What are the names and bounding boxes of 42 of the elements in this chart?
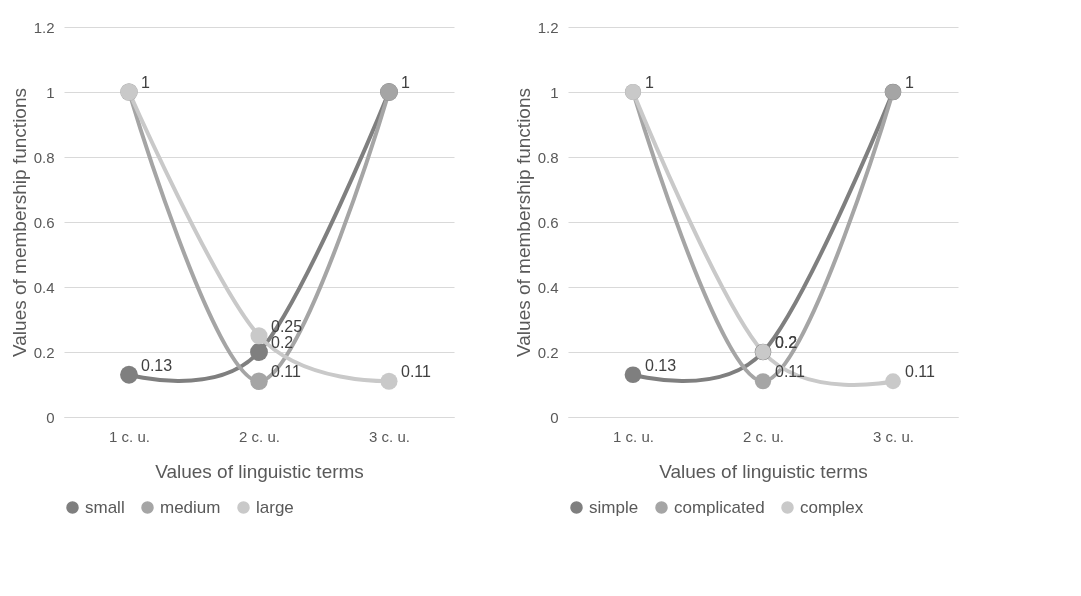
y-tick-label: 0	[46, 408, 55, 426]
y-tick-label: 1.2	[537, 18, 559, 36]
y-tick-label: 0.2	[33, 343, 55, 361]
legend-label: medium	[160, 497, 221, 517]
x-tick-label: 1 c. u.	[613, 427, 654, 445]
y-tick-label: 1.2	[33, 18, 55, 36]
y-tick-label: 1	[46, 83, 55, 101]
data-label: 0.2	[271, 334, 294, 351]
y-axis-title: Values of membership functions	[8, 88, 30, 357]
y-tick-label: 0.6	[537, 213, 559, 231]
data-label: 0.11	[905, 363, 936, 381]
data-label: 0.11	[401, 363, 432, 381]
x-tick-label: 2 c. u.	[743, 427, 784, 445]
y-axis-title: Values of membership functions	[512, 88, 534, 357]
y-tick-label: 0.2	[537, 343, 559, 361]
y-tick-label: 0.8	[537, 148, 559, 166]
data-label: 0.11	[271, 363, 302, 381]
x-tick-label: 2 c. u.	[239, 427, 280, 445]
x-tick-label: 3 c. u.	[873, 427, 914, 445]
legend-label: large	[256, 497, 294, 517]
legend-label: small	[85, 497, 125, 517]
legend-label: complex	[800, 497, 864, 517]
y-tick-label: 0.8	[33, 148, 55, 166]
x-tick-label: 1 c. u.	[109, 427, 150, 445]
y-tick-label: 0	[550, 408, 559, 426]
data-label: 1	[141, 74, 150, 91]
legend-label: complicated	[674, 497, 765, 517]
y-tick-label: 0.4	[537, 278, 559, 296]
x-axis-title: Values of linguistic terms	[155, 460, 364, 482]
data-label: 0.11	[775, 363, 806, 381]
data-label: 1	[905, 74, 914, 91]
data-label: 1	[645, 74, 654, 91]
data-label: 1	[401, 74, 410, 91]
legend-label: simple	[589, 497, 639, 517]
y-tick-label: 1	[550, 83, 559, 101]
y-tick-label: 0.4	[33, 278, 55, 296]
x-tick-label: 3 c. u.	[369, 427, 410, 445]
x-axis-title: Values of linguistic terms	[659, 460, 868, 482]
data-label: 0.13	[645, 356, 677, 374]
data-label: 0.2	[775, 334, 798, 351]
data-label: 0.13	[141, 356, 173, 374]
y-tick-label: 0.6	[33, 213, 55, 231]
